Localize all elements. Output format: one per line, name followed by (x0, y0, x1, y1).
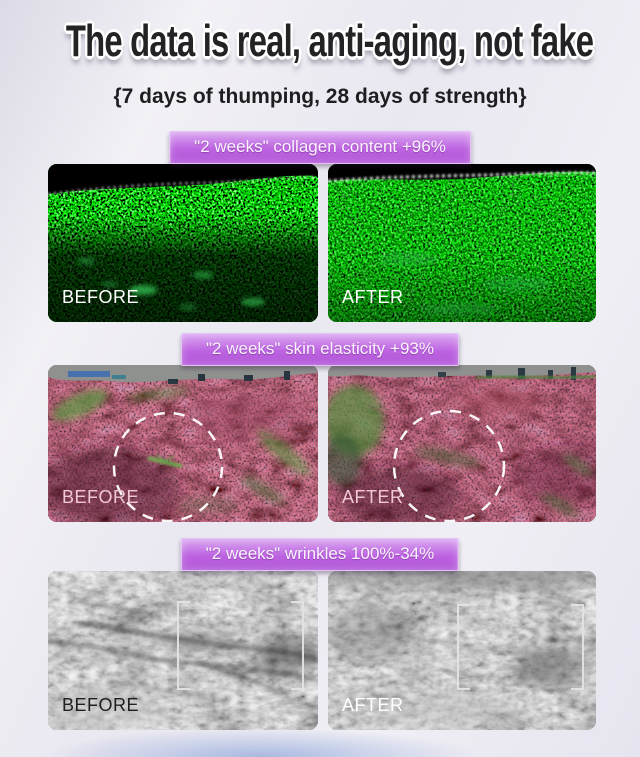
collagen-before-artwork (48, 164, 318, 322)
before-label: BEFORE (62, 487, 140, 507)
wrinkles-after-image: AFTER (328, 571, 596, 730)
elasticity-before-image: BEFORE (48, 365, 318, 522)
before-label: BEFORE (62, 695, 140, 715)
after-label: AFTER (342, 487, 404, 507)
after-label: AFTER (342, 695, 404, 715)
focus-bracket-left (457, 604, 470, 690)
before-label: BEFORE (62, 287, 140, 307)
collagen-after-image: AFTER (328, 164, 596, 322)
banner-wrinkles: "2 weeks" wrinkles 100%-34% (180, 538, 460, 571)
focus-bracket-right (291, 601, 304, 690)
dashed-circle (112, 411, 224, 522)
wrinkles-before-artwork (48, 571, 318, 730)
page-title-text: The data is real, anti-aging, not fake (65, 16, 594, 66)
focus-bracket-left (177, 601, 190, 690)
elasticity-after-artwork (328, 365, 596, 522)
wrinkles-after-artwork (328, 571, 596, 730)
elasticity-after-image: AFTER (328, 365, 596, 522)
collagen-before-image: BEFORE (48, 164, 318, 322)
wrinkles-before-image: BEFORE (48, 571, 318, 730)
banner-elasticity: "2 weeks" skin elasticity +93% (181, 333, 459, 366)
collagen-after-artwork (328, 164, 596, 322)
elasticity-before-artwork (48, 365, 318, 522)
page-title: The data is real, anti-aging, not fake (0, 16, 640, 66)
bottom-blue-glow (30, 726, 610, 757)
after-label: AFTER (342, 287, 404, 307)
page-subtitle: {7 days of thumping, 28 days of strength… (113, 85, 527, 108)
focus-bracket-right (571, 604, 584, 690)
dashed-circle (392, 409, 506, 522)
banner-collagen: "2 weeks" collagen content +96% (169, 131, 471, 164)
